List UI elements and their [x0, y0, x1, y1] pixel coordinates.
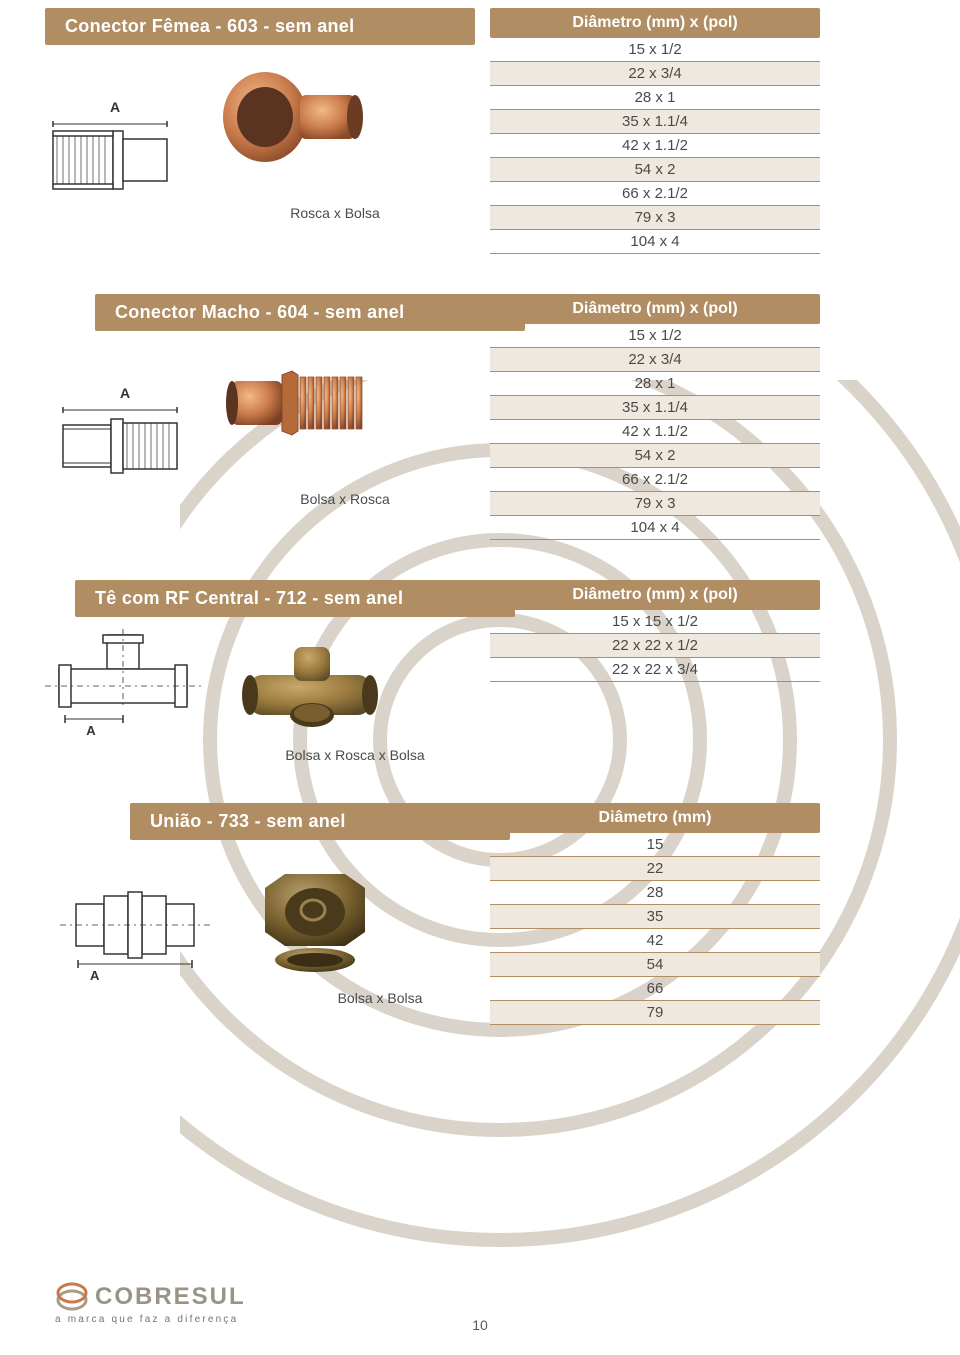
- data-row: 104 x 4: [490, 230, 820, 254]
- data-row: 79 x 3: [490, 206, 820, 230]
- page-number: 10: [0, 1317, 960, 1333]
- data-row: 15 x 1/2: [490, 38, 820, 62]
- data-row: 28 x 1: [490, 86, 820, 110]
- data-header: Diâmetro (mm) x (pol): [490, 8, 820, 38]
- section-title: Conector Fêmea - 603 - sem anel: [45, 8, 475, 45]
- data-row: 104 x 4: [490, 516, 820, 540]
- data-row: 22 x 22 x 1/2: [490, 634, 820, 658]
- data-row: 79: [490, 1001, 820, 1025]
- product-photo: [220, 343, 390, 483]
- data-row: 54 x 2: [490, 444, 820, 468]
- data-row: 66 x 2.1/2: [490, 182, 820, 206]
- data-row: 66 x 2.1/2: [490, 468, 820, 492]
- data-row: 15: [490, 833, 820, 857]
- data-row: 28 x 1: [490, 372, 820, 396]
- section-title: Conector Macho - 604 - sem anel: [95, 294, 525, 331]
- fitting-type-label: Bolsa x Rosca: [195, 491, 495, 507]
- dim-letter: A: [45, 99, 185, 115]
- logo-icon: [55, 1282, 89, 1312]
- data-row: 35 x 1.1/4: [490, 396, 820, 420]
- svg-text:A: A: [86, 723, 96, 738]
- data-header: Diâmetro (mm) x (pol): [490, 580, 820, 610]
- section-te-rf-central: Tê com RF Central - 712 - sem anel: [0, 580, 960, 763]
- data-row: 22 x 3/4: [490, 348, 820, 372]
- section-uniao: União - 733 - sem anel A: [0, 803, 960, 1025]
- fitting-type-label: Rosca x Bolsa: [185, 205, 485, 221]
- data-row: 42: [490, 929, 820, 953]
- data-row: 15 x 1/2: [490, 324, 820, 348]
- data-row: 35: [490, 905, 820, 929]
- svg-text:A: A: [90, 968, 100, 982]
- data-row: 42 x 1.1/2: [490, 420, 820, 444]
- data-header: Diâmetro (mm) x (pol): [490, 294, 820, 324]
- data-row: 28: [490, 881, 820, 905]
- data-row: 22: [490, 857, 820, 881]
- data-row: 66: [490, 977, 820, 1001]
- product-photo: [210, 57, 380, 197]
- diagram-union: A: [60, 882, 210, 982]
- diagram-tee: A: [45, 629, 205, 739]
- data-row: 42 x 1.1/2: [490, 134, 820, 158]
- section-conector-macho: Conector Macho - 604 - sem anel A: [0, 294, 960, 540]
- product-photo: [235, 852, 405, 982]
- data-row: 54: [490, 953, 820, 977]
- dim-letter: A: [55, 385, 195, 401]
- product-photo: [230, 629, 400, 739]
- logo-text: COBRESUL: [95, 1283, 246, 1311]
- section-conector-femea: Conector Fêmea - 603 - sem anel A: [0, 0, 960, 254]
- data-header: Diâmetro (mm): [490, 803, 820, 833]
- diagram-female-connector: [45, 117, 175, 197]
- data-row: 35 x 1.1/4: [490, 110, 820, 134]
- diagram-male-connector: [55, 403, 185, 483]
- data-row: 22 x 3/4: [490, 62, 820, 86]
- section-title: Tê com RF Central - 712 - sem anel: [75, 580, 515, 617]
- fitting-type-label: Bolsa x Bolsa: [250, 990, 510, 1006]
- data-row: 15 x 15 x 1/2: [490, 610, 820, 634]
- section-title: União - 733 - sem anel: [130, 803, 510, 840]
- data-row: 54 x 2: [490, 158, 820, 182]
- fitting-type-label: Bolsa x Rosca x Bolsa: [205, 747, 505, 763]
- data-row: 22 x 22 x 3/4: [490, 658, 820, 682]
- data-row: 79 x 3: [490, 492, 820, 516]
